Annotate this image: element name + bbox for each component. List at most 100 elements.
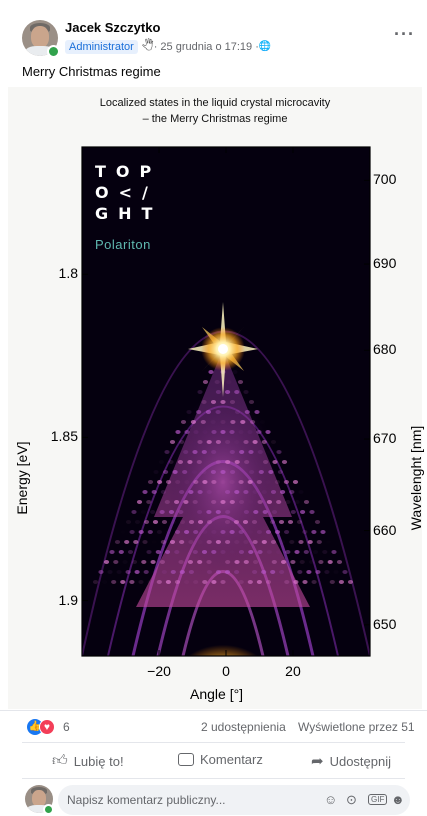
interference-dot [324,570,330,574]
interference-dot [211,550,217,554]
interference-dot [160,540,166,544]
interference-dot [215,440,221,444]
x-tick-label-1: 0 [222,663,230,679]
interference-dot [235,410,241,414]
interference-dot [225,440,231,444]
author-name[interactable]: Jacek Szczytko [65,20,161,35]
interference-dot [303,500,310,504]
interference-dot [281,560,287,564]
interference-dot [125,520,132,524]
author-avatar[interactable] [22,20,58,56]
interference-dot [113,560,119,564]
post-meta-row: Administrator 🖑 · 25 grudnia o 17:19 · 🌐 [65,37,271,56]
interference-dot [252,570,258,574]
shares-count[interactable]: 2 udostępnienia [201,720,286,734]
interference-dot [250,420,256,424]
emoji-icon[interactable]: ☺ [324,792,338,807]
interference-dot [188,490,194,494]
interference-dot [262,560,267,564]
interference-dot [114,540,121,544]
comment-placeholder: Napisz komentarz publiczny... [67,793,226,807]
interference-dot [206,510,212,514]
interference-dot [274,530,281,534]
y2-tick-label-2: 680 [373,341,397,358]
interference-dot [206,520,213,524]
interference-dot [248,550,254,554]
interference-dot [248,500,253,504]
interference-dot [142,490,148,494]
comment-input[interactable]: Napisz komentarz publiczny... ☺ ⊙ GIF ☻ [58,785,410,815]
interference-dot [252,490,258,494]
interference-dot [243,540,249,544]
views-count[interactable]: Wyświetlone przez 51 [298,720,415,734]
interference-dot [142,540,148,544]
more-options-icon[interactable]: ··· [394,24,415,44]
interference-dot [131,560,138,564]
interference-dot [180,420,187,424]
y2-tick-label-4: 660 [373,521,397,538]
interference-dot [206,440,212,444]
interference-dot [197,390,203,394]
interference-dot [215,410,221,414]
interference-dot [233,520,240,524]
like-button[interactable]: 👍︎ Lubię to! [52,752,124,770]
interference-dot [298,490,304,494]
interference-dot [292,480,299,484]
interference-dot [157,480,163,484]
interference-dot [196,460,202,464]
interference-dot [206,490,212,494]
post-date[interactable]: · 25 grudnia o 17:19 · [153,40,259,53]
interference-dot [333,570,338,574]
interference-dot [206,540,212,544]
interference-dot [279,570,285,574]
interference-dot [257,550,263,554]
interference-dot [184,580,190,584]
interference-dot [215,460,221,464]
interference-dot [165,580,171,584]
interference-dot [133,540,139,544]
interference-dot [315,570,321,574]
interference-dot [159,460,164,464]
logo-row-2: O < / [95,183,148,202]
interference-dot [294,500,300,504]
reaction-count[interactable]: 6 [63,720,70,734]
interference-dot [202,430,208,434]
sticker-icon[interactable]: ☻ [391,792,405,807]
reaction-icons[interactable]: 👍 ♥ [27,719,57,735]
interference-dot [178,560,184,564]
interference-dot [150,510,156,514]
gif-icon[interactable]: GIF [368,794,388,805]
interference-dot [174,530,181,534]
share-button[interactable]: ➦ Udostępnij [311,752,391,770]
interference-dot [201,550,208,554]
interference-dot [200,420,206,424]
interference-dot [174,500,180,504]
y2-axis-label: Wavelenght [nm] [408,425,424,531]
interference-dot [210,420,216,424]
interference-dot [239,450,245,454]
interference-dot [281,460,288,464]
interference-dot [215,390,221,394]
comment-button[interactable]: Komentarz [178,752,263,767]
interference-dot [175,430,181,434]
interference-dot [276,450,282,454]
interference-dot [229,530,235,534]
interference-dot [281,510,286,514]
interference-dot [153,470,159,474]
interference-dot [103,560,110,564]
interference-dot [311,530,317,534]
interference-dot [248,530,253,534]
current-user-online-dot [43,804,54,815]
post-image[interactable]: Localized states in the liquid crystal m… [8,87,424,709]
interference-dot [161,520,168,524]
interference-dot [172,470,178,474]
interference-dot [320,530,326,534]
interference-dot [271,510,278,514]
interference-dot [184,430,190,434]
interference-dot [294,550,300,554]
camera-icon[interactable]: ⊙ [346,792,357,807]
interference-dot [146,500,152,504]
interference-dot [168,460,174,464]
interference-dot [198,540,203,544]
interference-dot [166,480,172,484]
